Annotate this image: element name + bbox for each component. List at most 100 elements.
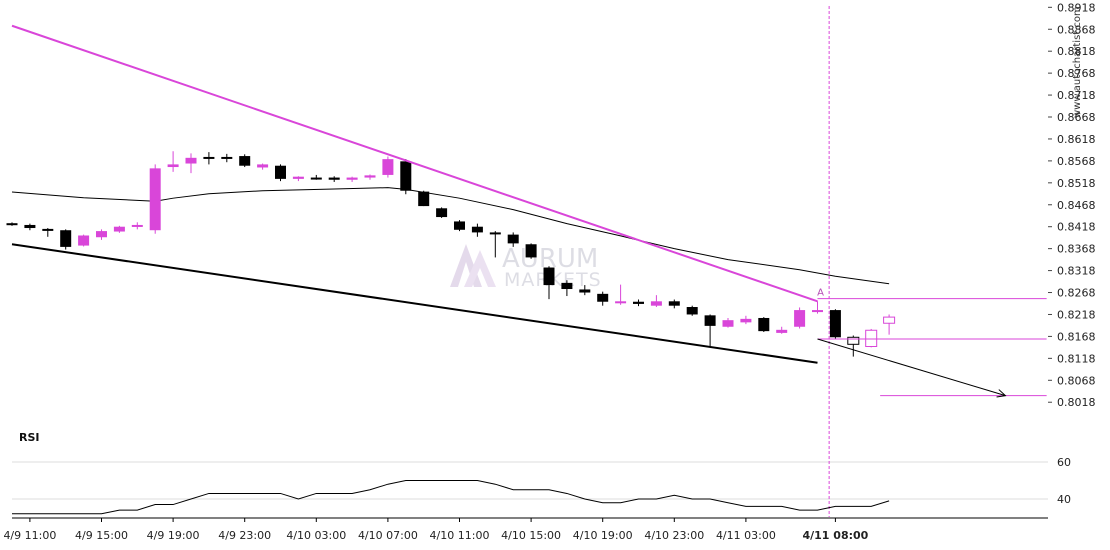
projection-arrow-head-icon [996, 389, 1007, 398]
candle [525, 243, 537, 259]
candle-body [328, 177, 340, 180]
candle-body [543, 267, 555, 286]
candle-body [740, 318, 752, 323]
candle-body [78, 235, 90, 246]
candle [239, 154, 251, 168]
rsi-label: RSI [19, 431, 40, 444]
candle [776, 326, 788, 334]
candle-body [310, 177, 322, 180]
candle-body [6, 223, 18, 226]
candle-body [436, 208, 448, 218]
candle [865, 328, 878, 348]
candle [597, 291, 609, 306]
candle [507, 232, 519, 247]
candle-body [561, 282, 573, 290]
candle-body [400, 161, 412, 191]
candle [686, 305, 698, 316]
candle-body [418, 191, 430, 207]
watermark-text: www.autochartist.com [1072, 6, 1083, 118]
candle-body [597, 293, 609, 302]
candle-body [615, 301, 627, 304]
x-tick-label: 4/10 23:00 [644, 529, 704, 542]
candle [740, 315, 752, 325]
projection-arrow-line [817, 338, 1006, 397]
candle-body [131, 224, 143, 227]
candle [436, 207, 448, 218]
y-tick-label: 0.8318 [1057, 265, 1096, 278]
y-tick-label: 0.8268 [1057, 287, 1096, 300]
x-tick-label: 4/10 19:00 [573, 529, 633, 542]
candle [24, 223, 36, 231]
rsi-tick-label: 40 [1057, 493, 1071, 506]
candle-body [257, 164, 269, 168]
candle [78, 234, 90, 247]
candle-body [812, 310, 823, 313]
candle [543, 266, 555, 300]
candle-body [489, 232, 501, 235]
y-tick-label: 0.8568 [1057, 155, 1096, 168]
y-tick-label: 0.8418 [1057, 221, 1096, 234]
y-tick-label: 0.8518 [1057, 177, 1096, 190]
logo-mark-icon-2 [464, 250, 496, 287]
candle [704, 314, 716, 347]
candle-body [758, 317, 770, 332]
candlesticks [6, 151, 896, 357]
candle-body [167, 164, 179, 168]
rsi-gridlines [12, 461, 1048, 500]
candle-body [185, 157, 197, 164]
candle-body [704, 315, 716, 326]
candle [454, 220, 465, 232]
candle [668, 299, 680, 309]
candle-body [346, 177, 358, 180]
candle [167, 151, 179, 172]
candle-body [113, 226, 125, 232]
candle [42, 228, 54, 237]
candle [149, 164, 161, 234]
candle-body [149, 168, 161, 231]
pattern-lines: A [11, 24, 1047, 398]
candle-body [525, 244, 537, 258]
candle-body [203, 156, 215, 159]
candle [400, 159, 412, 195]
candle-body [865, 329, 878, 347]
x-tick-label: 4/11 08:00 [802, 529, 868, 542]
candle-body [60, 230, 72, 247]
x-tick-label: 4/10 03:00 [286, 529, 346, 542]
candle-body [633, 301, 644, 304]
candle [131, 222, 143, 230]
moving-average-line [11, 187, 890, 285]
candle-body [239, 156, 251, 166]
candle-body [382, 159, 394, 175]
rsi-tick-label: 60 [1057, 456, 1071, 469]
x-tick-label: 4/10 07:00 [358, 529, 418, 542]
candle [275, 164, 286, 182]
candle [794, 307, 806, 329]
resistance-line [11, 24, 818, 303]
y-tick-label: 0.8818 [1057, 45, 1096, 58]
candle [418, 190, 430, 207]
candle-body [776, 329, 788, 333]
x-tick-label: 4/11 03:00 [716, 529, 776, 542]
candle-body [471, 226, 483, 233]
candle [471, 223, 483, 237]
rsi-panel: RSI [12, 431, 890, 515]
candle [650, 295, 662, 308]
y-tick-label: 0.8018 [1057, 396, 1096, 409]
candle-body [364, 175, 376, 178]
candle [6, 222, 18, 226]
x-tick-label: 4/9 15:00 [75, 529, 128, 542]
candle-body [722, 320, 734, 327]
candle-body [668, 301, 680, 306]
candle [364, 174, 376, 180]
x-tick-label: 4/10 11:00 [430, 529, 490, 542]
candle [203, 152, 215, 165]
candle [221, 153, 233, 163]
candle [758, 317, 770, 333]
trend-overlays [11, 6, 890, 517]
y-tick-label: 0.8068 [1057, 374, 1096, 387]
y-tick-label: 0.8218 [1057, 308, 1096, 321]
breakout-label: A [817, 288, 824, 299]
support-line [11, 243, 818, 364]
